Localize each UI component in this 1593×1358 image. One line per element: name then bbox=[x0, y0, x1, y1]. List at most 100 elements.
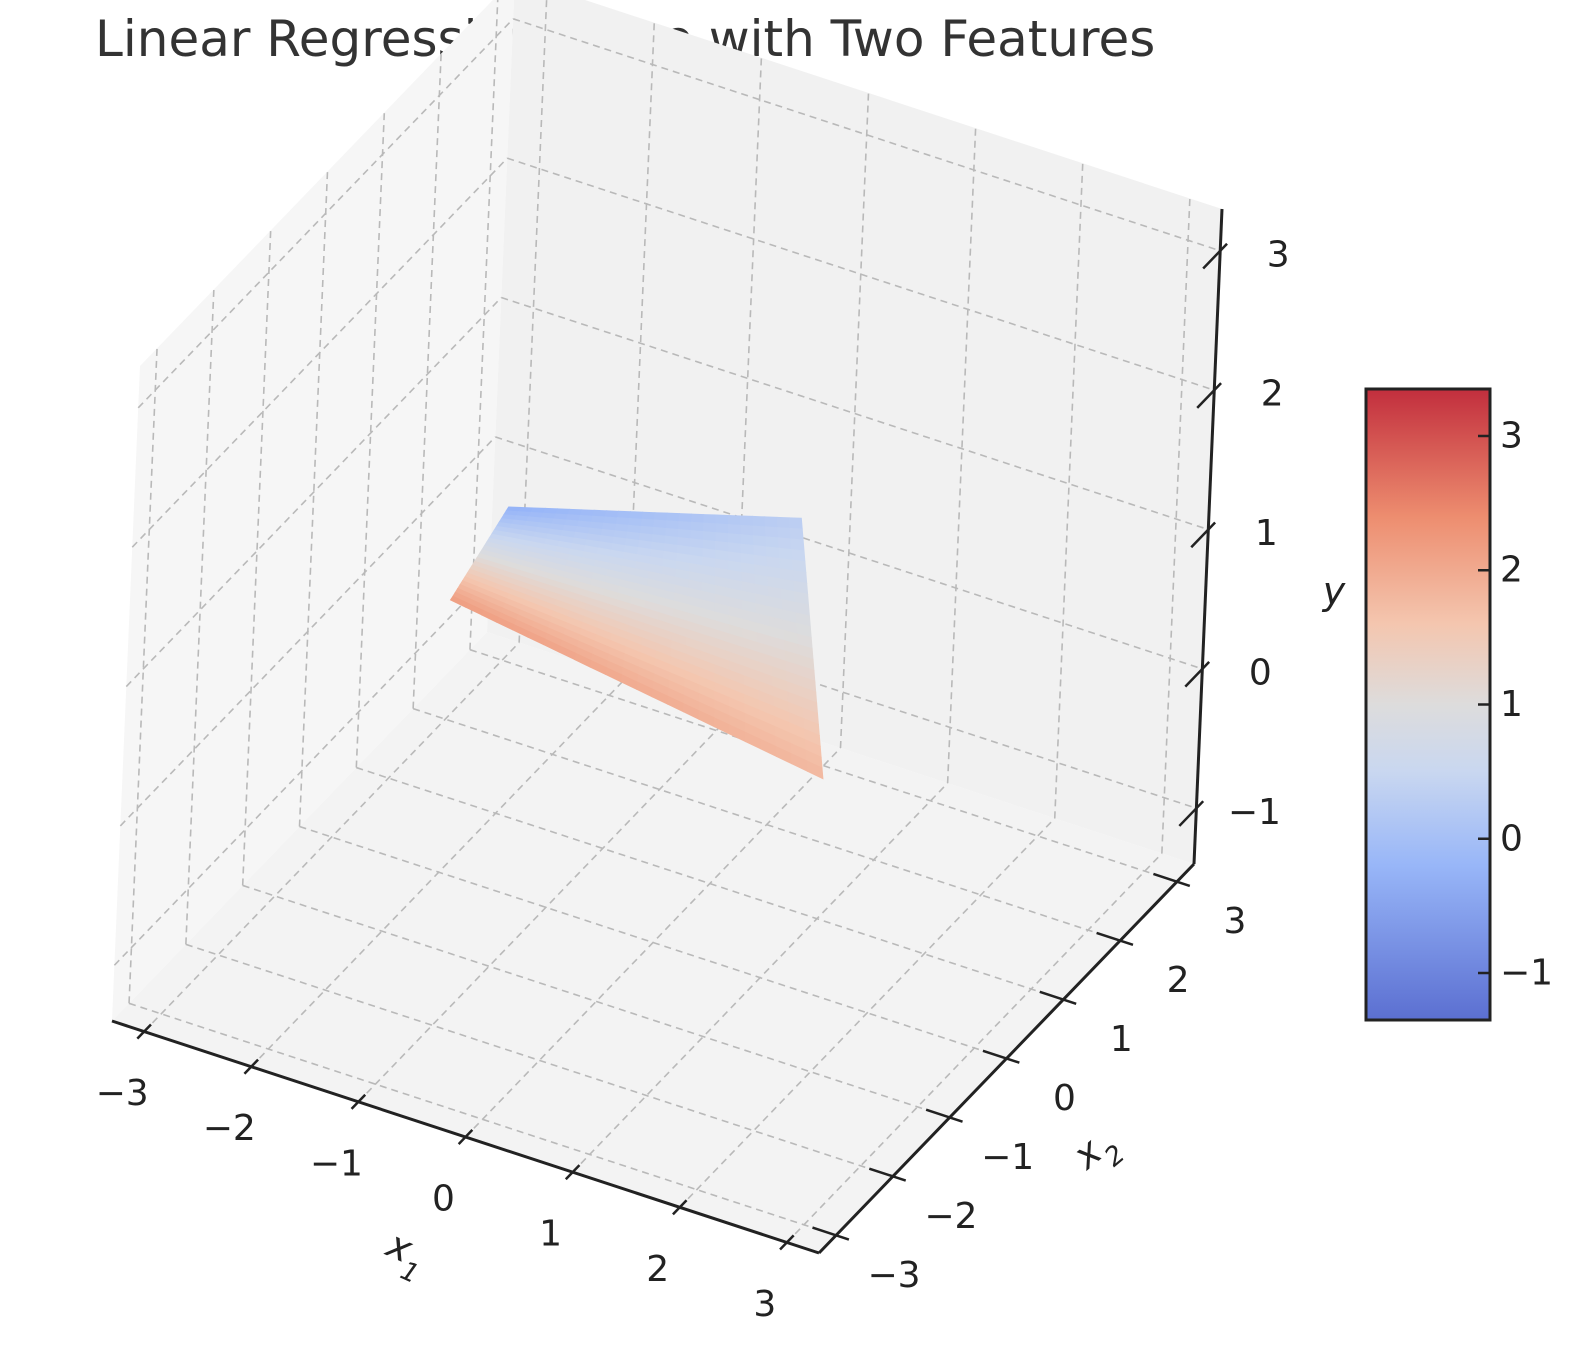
grid-line bbox=[128, 1002, 837, 1237]
x2-tick-label: −3 bbox=[868, 1255, 921, 1296]
x2-tick-label: 2 bbox=[1167, 960, 1190, 1001]
surface-patch bbox=[678, 513, 693, 523]
surface-patch bbox=[739, 515, 754, 527]
surface-patch bbox=[790, 538, 805, 552]
grid-line bbox=[412, 53, 442, 709]
surface-patch bbox=[703, 514, 717, 525]
x2-tick-mark bbox=[868, 1167, 907, 1182]
surface-patch bbox=[641, 511, 656, 521]
colorbar-tick-label: 0 bbox=[1500, 818, 1523, 859]
surface-patch bbox=[776, 516, 791, 529]
surface-patch bbox=[653, 512, 668, 522]
surface-patch bbox=[702, 522, 717, 534]
grid-line bbox=[355, 112, 386, 768]
y-tick-mark bbox=[1202, 242, 1228, 270]
x2-tick-mark bbox=[1039, 990, 1077, 1005]
grid-line bbox=[469, 0, 499, 650]
y-tick-label: 0 bbox=[1249, 652, 1272, 693]
surface-patch bbox=[629, 511, 644, 520]
grid-line bbox=[185, 289, 215, 945]
x2-tick-mark bbox=[925, 1108, 963, 1123]
surface-patch bbox=[789, 527, 804, 541]
x1-tick-label: −3 bbox=[96, 1073, 149, 1114]
surface-patch bbox=[690, 521, 705, 532]
colorbar-tick-label: 1 bbox=[1500, 684, 1523, 725]
grid-line bbox=[125, 296, 502, 688]
x2-tick-label: −2 bbox=[924, 1196, 977, 1237]
grid-line bbox=[469, 648, 1178, 883]
colorbar-tick-label: −1 bbox=[1500, 953, 1553, 994]
x2-tick-label: −1 bbox=[981, 1137, 1034, 1178]
y-axis-line bbox=[1192, 208, 1224, 865]
grid-line bbox=[512, 18, 1221, 252]
grid-line bbox=[113, 575, 490, 966]
x1-tick-label: 1 bbox=[539, 1214, 562, 1255]
surface-patch bbox=[727, 524, 742, 536]
x1-tick-mark bbox=[350, 1093, 367, 1110]
colorbar: −1 0 1 2 3 bbox=[1364, 387, 1553, 1022]
surface-patch bbox=[788, 517, 803, 530]
grid-line bbox=[839, 92, 870, 749]
surface-patch bbox=[678, 521, 692, 531]
surface-patch bbox=[666, 512, 680, 522]
grid-line bbox=[241, 230, 272, 886]
x2-tick-mark bbox=[1152, 872, 1191, 888]
x2-tick-mark bbox=[1096, 931, 1134, 947]
surface-patch bbox=[616, 510, 632, 519]
grid-line bbox=[501, 296, 1209, 531]
surface-patch bbox=[777, 527, 792, 540]
surface-patch bbox=[764, 526, 779, 539]
x1-tick-label: −1 bbox=[310, 1143, 363, 1184]
x1-tick-mark bbox=[136, 1023, 152, 1040]
surface-patch bbox=[752, 525, 767, 538]
y-tick-mark bbox=[1184, 660, 1211, 688]
x1-tick-mark bbox=[564, 1164, 581, 1181]
x1-tick-label: 3 bbox=[753, 1284, 776, 1325]
surface-patch bbox=[806, 760, 824, 780]
colorbar-tick-label: 3 bbox=[1500, 415, 1523, 456]
x2-axis-label: x2 bbox=[1064, 1119, 1131, 1188]
grid-line bbox=[495, 436, 1203, 670]
colorbar-tick-label: 2 bbox=[1500, 550, 1523, 591]
grid-line bbox=[357, 712, 734, 1103]
surface-patch bbox=[715, 523, 729, 535]
y-tick-mark bbox=[1196, 382, 1222, 409]
surface-patch bbox=[752, 515, 766, 528]
grid-line bbox=[185, 943, 894, 1178]
grid-line bbox=[1053, 163, 1084, 819]
colorbar-fill bbox=[1366, 389, 1490, 1020]
surface-patch bbox=[764, 516, 779, 529]
y-tick-label: 3 bbox=[1267, 234, 1290, 275]
x2-tick-label: 1 bbox=[1110, 1019, 1133, 1060]
y-tick-label: −1 bbox=[1228, 792, 1281, 833]
surface-patch bbox=[765, 536, 780, 549]
grid-line bbox=[298, 171, 329, 827]
x1-tick-label: −2 bbox=[203, 1108, 256, 1149]
surface-patch bbox=[715, 532, 729, 544]
x2-tick-label: 3 bbox=[1224, 901, 1247, 942]
x1-axis-label: x1 bbox=[374, 1222, 434, 1290]
x2-tick-label: 0 bbox=[1053, 1078, 1076, 1119]
surface-patch bbox=[777, 537, 792, 550]
grid-line bbox=[137, 18, 514, 409]
x2-tick-mark bbox=[812, 1226, 850, 1241]
surface-patch bbox=[715, 514, 729, 525]
x2-tick-mark bbox=[982, 1049, 1020, 1064]
y-tick-label: 2 bbox=[1261, 374, 1284, 415]
grid-line bbox=[242, 884, 950, 1119]
surface-patch bbox=[752, 535, 767, 548]
axis-lines bbox=[111, 208, 1228, 1255]
y-tick-mark bbox=[1190, 521, 1217, 549]
x1-tick-mark bbox=[243, 1058, 259, 1075]
grid-line bbox=[507, 157, 1215, 391]
grid-line bbox=[412, 707, 1121, 942]
grid-line bbox=[128, 348, 158, 1004]
grid-line bbox=[143, 641, 520, 1033]
grid-line bbox=[1161, 198, 1191, 854]
grid-line bbox=[131, 157, 508, 548]
grid-line bbox=[356, 766, 1064, 1001]
y-tick-mark bbox=[1178, 800, 1205, 827]
grid-line bbox=[119, 436, 496, 827]
surface-patch bbox=[740, 524, 754, 537]
